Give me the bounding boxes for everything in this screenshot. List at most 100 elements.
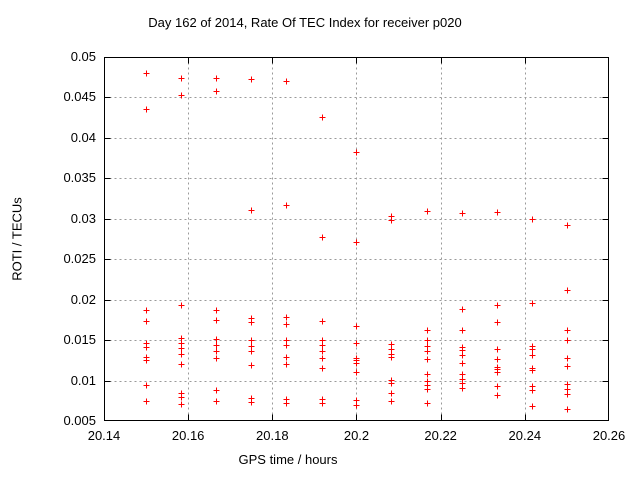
data-point-marker	[424, 371, 431, 378]
data-point-marker	[353, 402, 360, 409]
data-point-marker	[143, 344, 150, 351]
data-point-marker	[248, 348, 255, 355]
data-point-marker	[178, 75, 185, 82]
data-point-marker	[213, 355, 220, 362]
data-point-marker	[353, 323, 360, 330]
data-point-marker	[424, 327, 431, 334]
data-point-marker	[494, 209, 501, 216]
data-point-marker	[564, 337, 571, 344]
data-point-marker	[564, 327, 571, 334]
x-tick-label: 20.18	[256, 428, 289, 443]
data-point-marker	[319, 365, 326, 372]
data-point-marker	[319, 114, 326, 121]
data-point-marker	[213, 336, 220, 343]
data-point-marker	[143, 398, 150, 405]
data-point-marker	[143, 106, 150, 113]
data-point-marker	[459, 327, 466, 334]
x-tick-label: 20.14	[87, 428, 121, 443]
data-point-marker	[564, 391, 571, 398]
data-point-marker	[143, 307, 150, 314]
chart-title: Day 162 of 2014, Rate Of TEC Index for r…	[148, 15, 462, 30]
data-point-marker	[388, 380, 395, 387]
data-point-marker	[178, 302, 185, 309]
data-point-marker	[143, 318, 150, 325]
x-tick-label: 20.2	[343, 428, 370, 443]
data-point-marker	[319, 318, 326, 325]
data-point-marker	[283, 342, 290, 349]
data-point-marker	[529, 352, 536, 359]
data-point-marker	[529, 346, 536, 353]
data-point-marker	[248, 399, 255, 406]
data-point-marker	[564, 287, 571, 294]
data-point-marker	[213, 342, 220, 349]
y-tick-label: 0.005	[63, 413, 96, 428]
x-tick-label: 20.16	[171, 428, 205, 443]
data-point-marker	[213, 387, 220, 394]
data-point-marker	[283, 361, 290, 368]
data-point-marker	[388, 354, 395, 361]
data-point-marker	[424, 386, 431, 393]
data-point-marker	[319, 348, 326, 355]
data-point-marker	[494, 356, 501, 363]
data-point-marker	[353, 239, 360, 246]
data-point-marker	[283, 321, 290, 328]
data-point-marker	[143, 357, 150, 364]
data-point-marker	[494, 302, 501, 309]
data-point-marker	[248, 319, 255, 326]
data-point-marker	[564, 222, 571, 229]
data-point-marker	[319, 400, 326, 407]
data-point-marker	[388, 390, 395, 397]
data-point-marker	[213, 88, 220, 95]
data-point-marker	[143, 70, 150, 77]
data-point-marker	[213, 317, 220, 324]
data-point-marker	[494, 383, 501, 390]
plot-svg	[104, 57, 609, 421]
y-tick-label: 0.035	[63, 170, 96, 186]
plot-area	[104, 57, 609, 421]
data-point-marker	[388, 398, 395, 405]
x-tick-label: 20.24	[508, 428, 542, 443]
data-point-marker	[494, 319, 501, 326]
data-point-marker	[248, 362, 255, 369]
data-point-marker	[143, 382, 150, 389]
data-point-marker	[283, 78, 290, 85]
data-point-marker	[353, 340, 360, 347]
data-point-marker	[564, 363, 571, 370]
data-point-marker	[178, 361, 185, 368]
data-point-marker	[494, 392, 501, 399]
data-point-marker	[529, 367, 536, 374]
data-point-marker	[178, 394, 185, 401]
data-point-marker	[353, 149, 360, 156]
data-point-marker	[178, 401, 185, 408]
data-point-marker	[353, 369, 360, 376]
data-point-marker	[564, 406, 571, 413]
data-point-marker	[424, 400, 431, 407]
data-point-marker	[564, 355, 571, 362]
x-tick-label: 20.22	[424, 428, 457, 443]
y-tick-label: 0.025	[63, 251, 96, 267]
data-point-marker	[283, 202, 290, 209]
data-point-marker	[494, 346, 501, 353]
data-point-marker	[529, 300, 536, 307]
data-point-marker	[494, 369, 501, 376]
data-point-marker	[388, 217, 395, 224]
data-point-marker	[424, 356, 431, 363]
data-point-marker	[459, 306, 466, 313]
data-point-marker	[178, 345, 185, 352]
x-tick-label: 20.26	[592, 428, 626, 443]
data-point-marker	[529, 216, 536, 223]
y-tick-label: 0.045	[63, 89, 96, 105]
data-point-marker	[424, 208, 431, 215]
data-point-marker	[178, 351, 185, 358]
data-point-marker	[319, 355, 326, 362]
data-point-marker	[213, 398, 220, 405]
data-point-marker	[178, 92, 185, 99]
data-point-marker	[459, 385, 466, 392]
y-tick-label: 0.04	[70, 129, 96, 145]
data-point-marker	[283, 400, 290, 407]
y-tick-label: 0.05	[70, 49, 96, 64]
y-axis-label: ROTI / TECUs	[9, 197, 25, 281]
y-tick-label: 0.015	[63, 332, 96, 348]
data-point-marker	[248, 337, 255, 344]
